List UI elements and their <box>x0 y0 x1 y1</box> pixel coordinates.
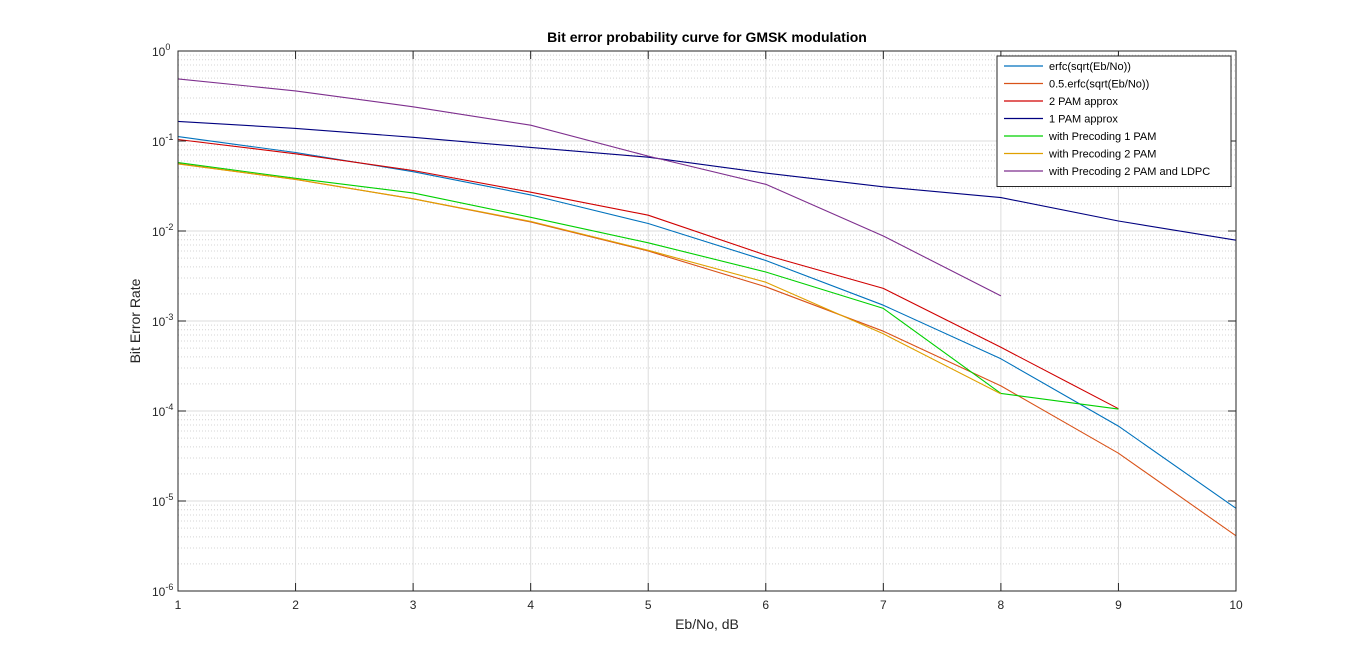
y-tick-label: 10-2 <box>152 222 173 239</box>
chart-title: Bit error probability curve for GMSK mod… <box>547 29 867 45</box>
legend-box <box>996 55 1232 187</box>
series-line-5 <box>177 162 1119 410</box>
x-tick-label: 5 <box>645 598 652 612</box>
y-tick-label: 10-1 <box>152 132 173 149</box>
series-line-7 <box>177 78 1002 297</box>
series-layer <box>177 78 1237 537</box>
x-axis-label: Eb/No, dB <box>675 616 739 632</box>
x-tick-label: 1 <box>175 598 182 612</box>
x-tick-label: 10 <box>1229 598 1243 612</box>
legend-label-3: 2 PAM approx <box>1049 96 1118 108</box>
y-tick-label: 10-6 <box>152 582 173 599</box>
y-tick-label: 10-5 <box>152 492 173 509</box>
series-line-6 <box>177 163 1002 395</box>
x-tick-label: 9 <box>1115 598 1122 612</box>
x-tick-label: 8 <box>998 598 1005 612</box>
legend[interactable]: erfc(sqrt(Eb/No)) 0.5.erfc(sqrt(Eb/No)) 2 … <box>996 55 1232 187</box>
y-axis-label: Bit Error Rate <box>127 278 143 363</box>
y-tick-label: 100 <box>152 42 170 59</box>
x-tick-label: 2 <box>292 598 299 612</box>
legend-label-2: 0.5.erfc(sqrt(Eb/No)) <box>1049 79 1149 91</box>
legend-label-1: erfc(sqrt(Eb/No)) <box>1049 61 1131 73</box>
legend-label-4: 1 PAM approx <box>1049 114 1118 126</box>
x-tick-label: 7 <box>880 598 887 612</box>
legend-label-6: with Precoding 2 PAM <box>1048 149 1156 161</box>
legend-label-7: with Precoding 2 PAM and LDPC <box>1048 166 1210 178</box>
x-tick-label: 4 <box>527 598 534 612</box>
y-tick-label: 10-4 <box>152 402 173 419</box>
x-tick-label: 3 <box>410 598 417 612</box>
legend-label-5: with Precoding 1 PAM <box>1048 131 1156 143</box>
x-tick-label: 6 <box>762 598 769 612</box>
series-line-4 <box>177 120 1237 241</box>
tick-layer: 1 2 3 4 5 6 7 8 9 10 100 10-1 10-2 10-3 10-4 10-5 10-6 <box>152 42 1243 612</box>
y-tick-label: 10-3 <box>152 312 173 329</box>
series-line-3 <box>177 138 1119 410</box>
